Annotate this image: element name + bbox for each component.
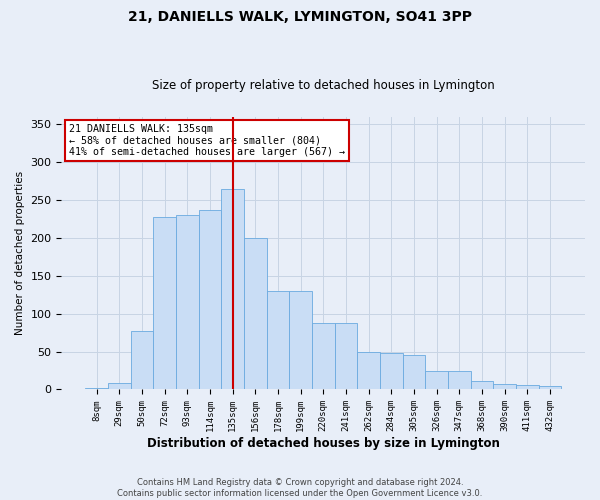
Bar (131, 331, 153, 390)
Bar (221, 188, 244, 390)
Bar (199, 210, 221, 390)
Bar (108, 384, 131, 390)
Bar (448, 372, 470, 390)
Bar (380, 353, 403, 390)
Bar (493, 384, 516, 390)
Bar (425, 372, 448, 390)
Bar (289, 291, 312, 390)
Title: Size of property relative to detached houses in Lymington: Size of property relative to detached ho… (152, 79, 494, 92)
Text: 21, DANIELLS WALK, LYMINGTON, SO41 3PP: 21, DANIELLS WALK, LYMINGTON, SO41 3PP (128, 10, 472, 24)
Bar (85, 388, 108, 390)
Bar (266, 291, 289, 390)
Bar (176, 216, 199, 390)
X-axis label: Distribution of detached houses by size in Lymington: Distribution of detached houses by size … (147, 437, 500, 450)
Bar (153, 217, 176, 390)
Bar (335, 323, 357, 390)
Bar (244, 238, 266, 390)
Bar (539, 386, 561, 390)
Text: 21 DANIELLS WALK: 135sqm
← 58% of detached houses are smaller (804)
41% of semi-: 21 DANIELLS WALK: 135sqm ← 58% of detach… (69, 124, 345, 157)
Bar (470, 381, 493, 390)
Text: Contains HM Land Registry data © Crown copyright and database right 2024.
Contai: Contains HM Land Registry data © Crown c… (118, 478, 482, 498)
Bar (357, 352, 380, 390)
Bar (516, 385, 539, 390)
Bar (312, 323, 335, 390)
Bar (403, 354, 425, 390)
Y-axis label: Number of detached properties: Number of detached properties (15, 171, 25, 335)
